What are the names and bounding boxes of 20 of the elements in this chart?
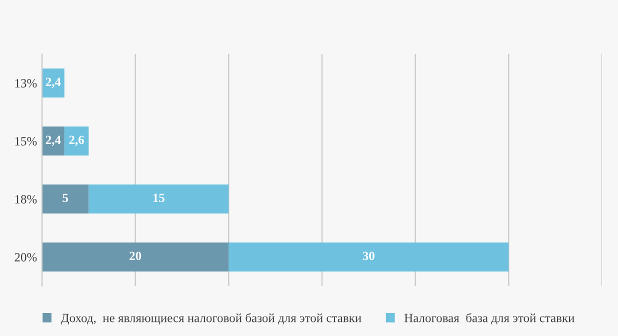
y-tick-label: 20%: [14, 253, 37, 262]
legend-label: Доход, не являющиеся налоговой базой для этой ставки: [60, 313, 362, 325]
data-label: 5: [62, 194, 68, 202]
data-label: 2,4: [46, 78, 61, 88]
bar: [42, 184, 89, 214]
data-label: 2,6: [69, 136, 84, 146]
bar: [228, 242, 509, 272]
bar: [64, 126, 89, 156]
data-label: 2,4: [46, 136, 61, 146]
bar: [42, 126, 64, 156]
data-label: 20: [130, 252, 142, 260]
bar: [42, 242, 229, 272]
bar: [42, 68, 64, 98]
data-label: 15: [153, 194, 164, 202]
y-tick-label: 18%: [15, 195, 37, 204]
data-label: 30: [362, 252, 374, 260]
y-tick-label: 15%: [15, 137, 37, 146]
bar: [88, 184, 229, 214]
legend-label: Налоговая база для этой ставки: [404, 313, 574, 325]
y-tick-label: 13%: [15, 79, 37, 88]
